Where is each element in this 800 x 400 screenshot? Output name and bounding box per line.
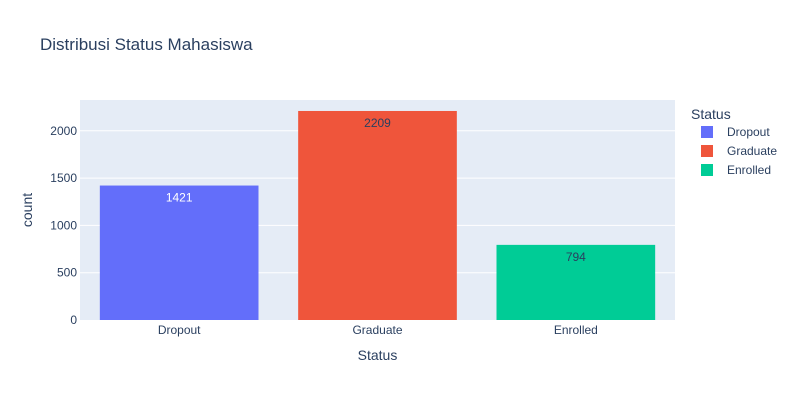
x-axis-title: Status	[358, 347, 398, 363]
y-axis-ticks: 0 500 1000 1500 2000	[50, 124, 77, 327]
y-tick-label: 1500	[50, 171, 77, 185]
x-tick-label: Graduate	[352, 323, 402, 337]
bar-dropout	[99, 185, 259, 320]
legend-title: Status	[691, 106, 731, 122]
bar-graduate	[298, 110, 457, 320]
legend-swatch[interactable]	[701, 145, 713, 157]
legend-item-dropout[interactable]: Dropout	[727, 125, 770, 139]
y-tick-label: 1000	[50, 218, 77, 232]
y-tick-label: 500	[57, 266, 77, 280]
y-tick-label: 0	[70, 313, 77, 327]
x-tick-label: Dropout	[158, 323, 201, 337]
x-tick-label: Enrolled	[554, 323, 598, 337]
bar-value-label: 1421	[166, 191, 193, 205]
x-axis-ticks: Dropout Graduate Enrolled	[158, 323, 598, 337]
bar-value-label: 794	[566, 250, 586, 264]
chart-title: Distribusi Status Mahasiswa	[40, 35, 253, 54]
bars: 1421 2209 794	[99, 110, 656, 320]
legend-item-graduate[interactable]: Graduate	[727, 144, 777, 158]
legend-swatch[interactable]	[701, 164, 713, 176]
legend-item-enrolled[interactable]: Enrolled	[727, 163, 771, 177]
bar-value-label: 2209	[364, 116, 391, 130]
legend-swatch[interactable]	[701, 126, 713, 138]
y-tick-label: 2000	[50, 124, 77, 138]
y-axis-title: count	[19, 193, 35, 227]
bar-enrolled	[496, 244, 656, 320]
legend: Status Dropout Graduate Enrolled	[691, 106, 777, 177]
